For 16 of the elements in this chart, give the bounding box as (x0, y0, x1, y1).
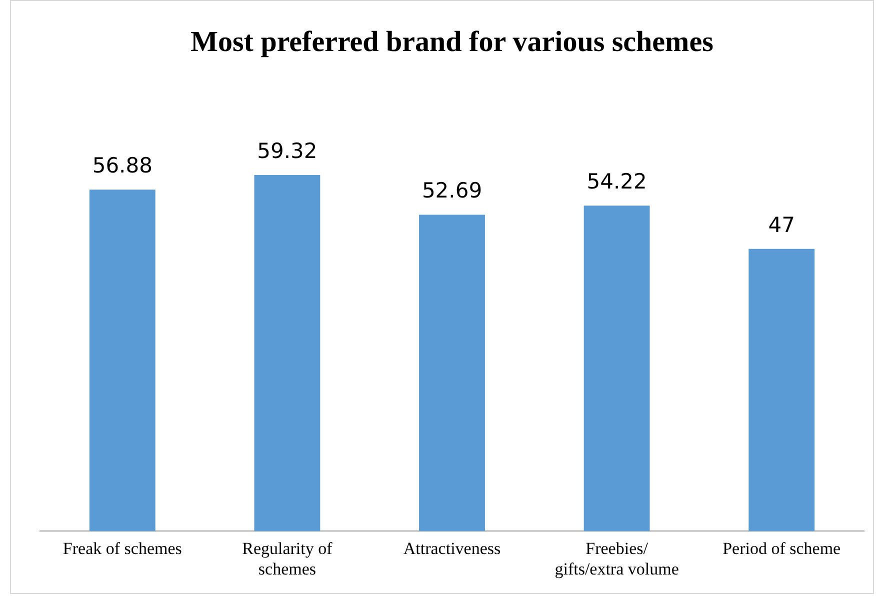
bar (419, 214, 485, 532)
bar (89, 190, 156, 532)
data-label: 52.69 (422, 178, 482, 203)
bar (254, 174, 320, 532)
bar (584, 206, 650, 532)
data-label: 56.88 (92, 154, 152, 178)
x-tick-label: Period of scheme (722, 538, 841, 558)
x-tick-label: Freak of schemes (62, 538, 182, 558)
data-label: 59.32 (257, 138, 318, 163)
x-tick-label: Freebies/ gifts/extra volume (554, 538, 679, 578)
data-label: 47 (768, 212, 795, 237)
bar (748, 248, 815, 532)
x-tick-label: Regularity of schemes (242, 538, 333, 578)
x-tick-label: Attractiveness (403, 538, 501, 558)
data-label: 54.22 (586, 170, 647, 194)
chart-title: Most preferred brand for various schemes (190, 26, 714, 58)
